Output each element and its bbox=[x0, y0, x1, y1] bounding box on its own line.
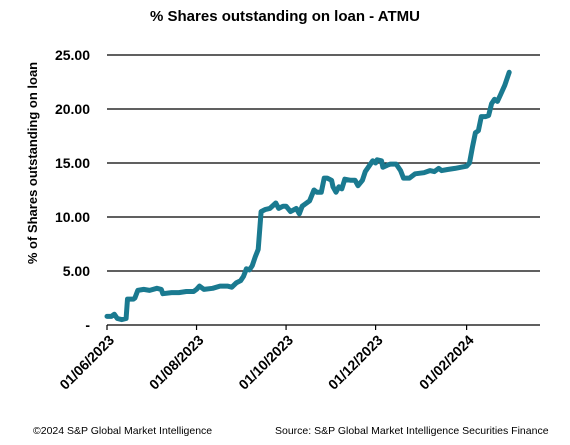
y-tick-label: 20.00 bbox=[55, 101, 90, 117]
x-tick-label: 01/08/2023 bbox=[146, 332, 207, 393]
y-tick-label: 15.00 bbox=[55, 155, 90, 171]
x-tick-label: 01/02/2024 bbox=[416, 332, 477, 393]
x-tick-label: 01/12/2023 bbox=[325, 332, 386, 393]
y-axis-label: % of Shares outstanding on loan bbox=[25, 62, 40, 264]
chart-title: % Shares outstanding on loan - ATMU bbox=[150, 8, 420, 25]
x-tick-labels: 01/06/2023 01/08/2023 01/10/2023 01/12/2023… bbox=[56, 325, 477, 393]
copyright-text: ©2024 S&P Global Market Intelligence bbox=[33, 425, 213, 437]
x-tick-label: 01/10/2023 bbox=[235, 332, 296, 393]
y-tick-labels: 25.00 20.00 15.00 10.00 5.00 - bbox=[55, 47, 90, 333]
x-tick-label: 01/06/2023 bbox=[56, 332, 117, 393]
y-tick-label: 10.00 bbox=[55, 209, 90, 225]
source-text: Source: S&P Global Market Intelligence S… bbox=[275, 425, 549, 437]
y-tick-label: 25.00 bbox=[55, 47, 90, 63]
series-line-atmu bbox=[104, 69, 512, 323]
y-tick-label: - bbox=[85, 317, 90, 333]
y-tick-label: 5.00 bbox=[63, 263, 90, 279]
